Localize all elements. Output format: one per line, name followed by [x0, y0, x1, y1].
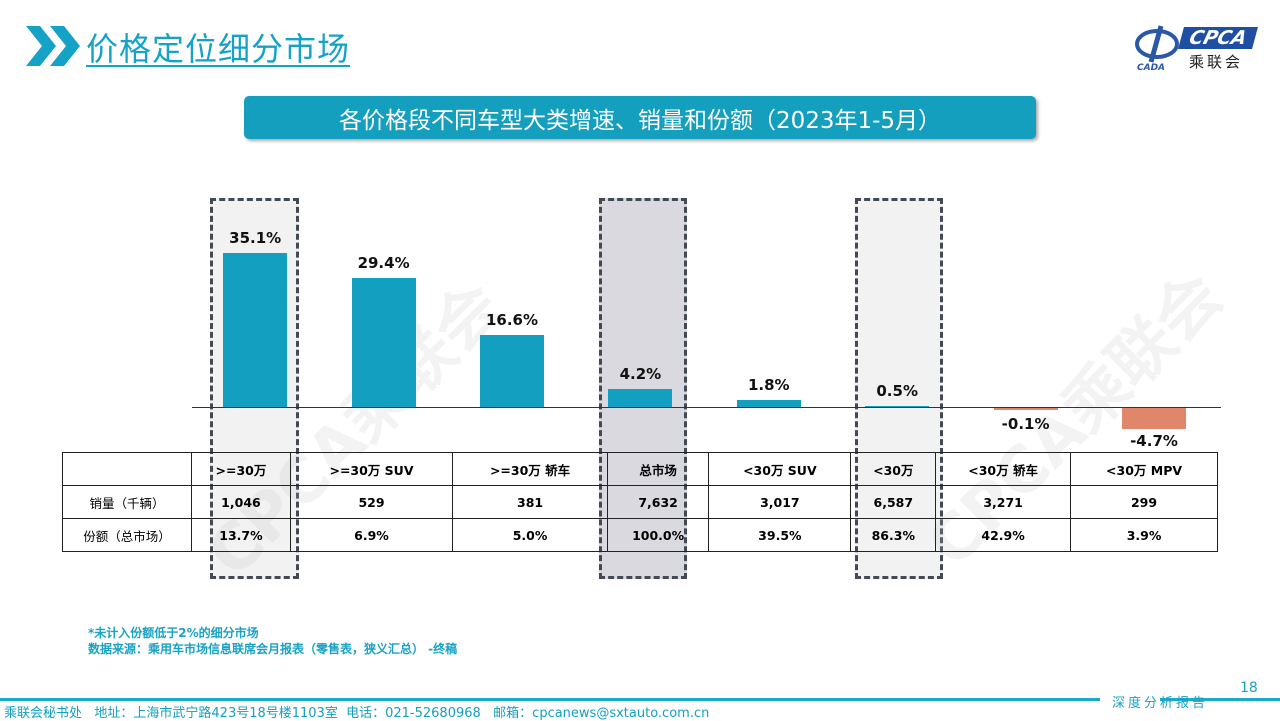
row-label: 销量（千辆） [62, 485, 192, 519]
bar [865, 405, 930, 408]
row-label: 份额（总市场） [62, 518, 192, 552]
bar [480, 334, 544, 408]
table-header-cell: <30万 SUV [708, 452, 852, 486]
table-cell: 529 [289, 485, 454, 519]
cpca-logo: CADA CPCA 乘联会 [1133, 22, 1263, 73]
footer-contact: 乘联会秘书处 地址：上海市武宁路423号18号楼1103室 电话：021-526… [4, 706, 710, 721]
table-header-row: >=30万 >=30万 SUV >=30万 轿车 总市场 <30万 SUV <30万 <30… [62, 452, 1218, 486]
bar-value-label: 35.1% [229, 228, 282, 247]
bar [223, 252, 288, 408]
chart-title-banner: 各价格段不同车型大类增速、销量和份额（2023年1-5月） [244, 96, 1036, 139]
table-header-cell: >=30万 SUV [289, 452, 454, 486]
report-type: 深度分析报告 [1112, 696, 1209, 711]
table-header-cell: 总市场 [606, 452, 710, 486]
bar-value-label: -4.7% [1130, 431, 1178, 450]
page-title: 价格定位细分市场 [86, 30, 351, 68]
footer-line [0, 698, 1100, 701]
table-cell: 299 [1070, 485, 1218, 519]
table-header-cell: <30万 MPV [1070, 452, 1218, 486]
table-cell: 5.0% [452, 518, 608, 552]
bar [736, 400, 801, 408]
bar-value-label: 29.4% [357, 254, 410, 273]
table-cell: 100.0% [606, 518, 710, 552]
table-header-cell: >=30万 轿车 [452, 452, 608, 486]
table-cell: 39.5% [708, 518, 852, 552]
bar [608, 389, 673, 408]
double-chevron-icon [26, 26, 80, 66]
table-cell: 7,632 [606, 485, 710, 519]
zero-axis-line [192, 407, 1221, 408]
bar-value-label: 16.6% [485, 310, 539, 329]
page-number: 18 [1240, 680, 1258, 696]
table-cell: 3,017 [708, 485, 852, 519]
bar [351, 278, 416, 408]
table-header-cell: <30万 轿车 [935, 452, 1072, 486]
table-cell: 1,046 [191, 485, 291, 519]
table-cell: 6.9% [289, 518, 454, 552]
svg-text:CADA: CADA [1137, 63, 1165, 72]
table-cell: 6,587 [850, 485, 937, 519]
table-cell: 42.9% [935, 518, 1072, 552]
bar-value-label: 1.8% [747, 376, 790, 395]
bar-value-label: 0.5% [876, 381, 918, 400]
table-row: 销量（千辆） 1,046 529 381 7,632 3,017 6,587 3,271 299 [62, 485, 1218, 519]
bar [1122, 408, 1186, 429]
data-table: >=30万 >=30万 SUV >=30万 轿车 总市场 <30万 SUV <30万 <30… [62, 452, 1218, 552]
table-header-cell: >=30万 [191, 452, 291, 486]
table-cell: 13.7% [191, 518, 291, 552]
footer-line [1160, 698, 1280, 701]
bar-value-label: 4.2% [619, 365, 662, 384]
footnote: *未计入份额低于2%的细分市场 [88, 626, 259, 640]
table-header-cell: <30万 [850, 452, 937, 486]
table-cell: 3,271 [935, 485, 1072, 519]
table-cell: 381 [452, 485, 608, 519]
table-cell: 3.9% [1070, 518, 1218, 552]
bar [993, 408, 1058, 410]
table-row: 份额（总市场） 13.7% 6.9% 5.0% 100.0% 39.5% 86.3% 42.9… [62, 518, 1218, 552]
data-source: 数据来源：乘用车市场信息联席会月报表（零售表，狭义汇总） -终稿 [88, 642, 458, 656]
table-cell: 86.3% [850, 518, 937, 552]
bar-value-label: -0.1% [1001, 415, 1050, 433]
